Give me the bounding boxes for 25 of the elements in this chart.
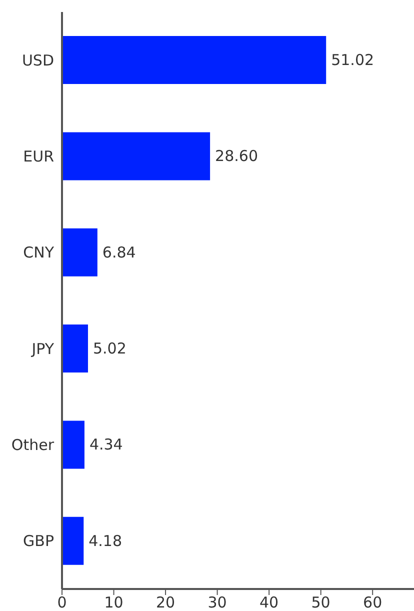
- bar: [62, 228, 98, 276]
- data-label: 5.02: [92, 340, 126, 358]
- bar: [62, 132, 210, 180]
- data-label: 51.02: [331, 51, 374, 70]
- y-tick-label: EUR: [23, 148, 54, 166]
- x-tick-label: 30: [208, 594, 227, 611]
- bar: [62, 324, 88, 373]
- y-tick-label: Other: [11, 436, 55, 454]
- x-tick-label: 20: [156, 594, 176, 611]
- data-label: 6.84: [102, 243, 136, 262]
- y-tick-label: USD: [22, 51, 54, 70]
- x-tick-label: 0: [57, 594, 67, 611]
- bar: [62, 516, 84, 565]
- bar: [62, 420, 84, 469]
- x-tick-label: 50: [311, 594, 330, 611]
- x-tick-label: 60: [363, 594, 382, 611]
- y-tick-label: CNY: [23, 244, 55, 262]
- y-tick-label: GBP: [23, 532, 54, 550]
- y-tick-label: JPY: [30, 340, 55, 358]
- data-label: 4.18: [88, 532, 122, 550]
- data-label: 4.34: [89, 436, 123, 454]
- bar: [62, 36, 326, 84]
- data-label: 28.60: [215, 147, 258, 166]
- x-tick-label: 10: [104, 594, 124, 611]
- x-tick-label: 40: [260, 594, 279, 611]
